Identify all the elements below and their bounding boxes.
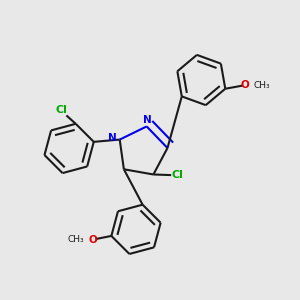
Text: O: O bbox=[241, 80, 249, 90]
Text: N: N bbox=[109, 133, 117, 143]
Text: Cl: Cl bbox=[172, 170, 184, 180]
Text: N: N bbox=[143, 115, 152, 125]
Text: CH₃: CH₃ bbox=[68, 236, 84, 244]
Text: O: O bbox=[89, 235, 98, 245]
Text: Cl: Cl bbox=[56, 105, 68, 115]
Text: CH₃: CH₃ bbox=[253, 80, 270, 89]
